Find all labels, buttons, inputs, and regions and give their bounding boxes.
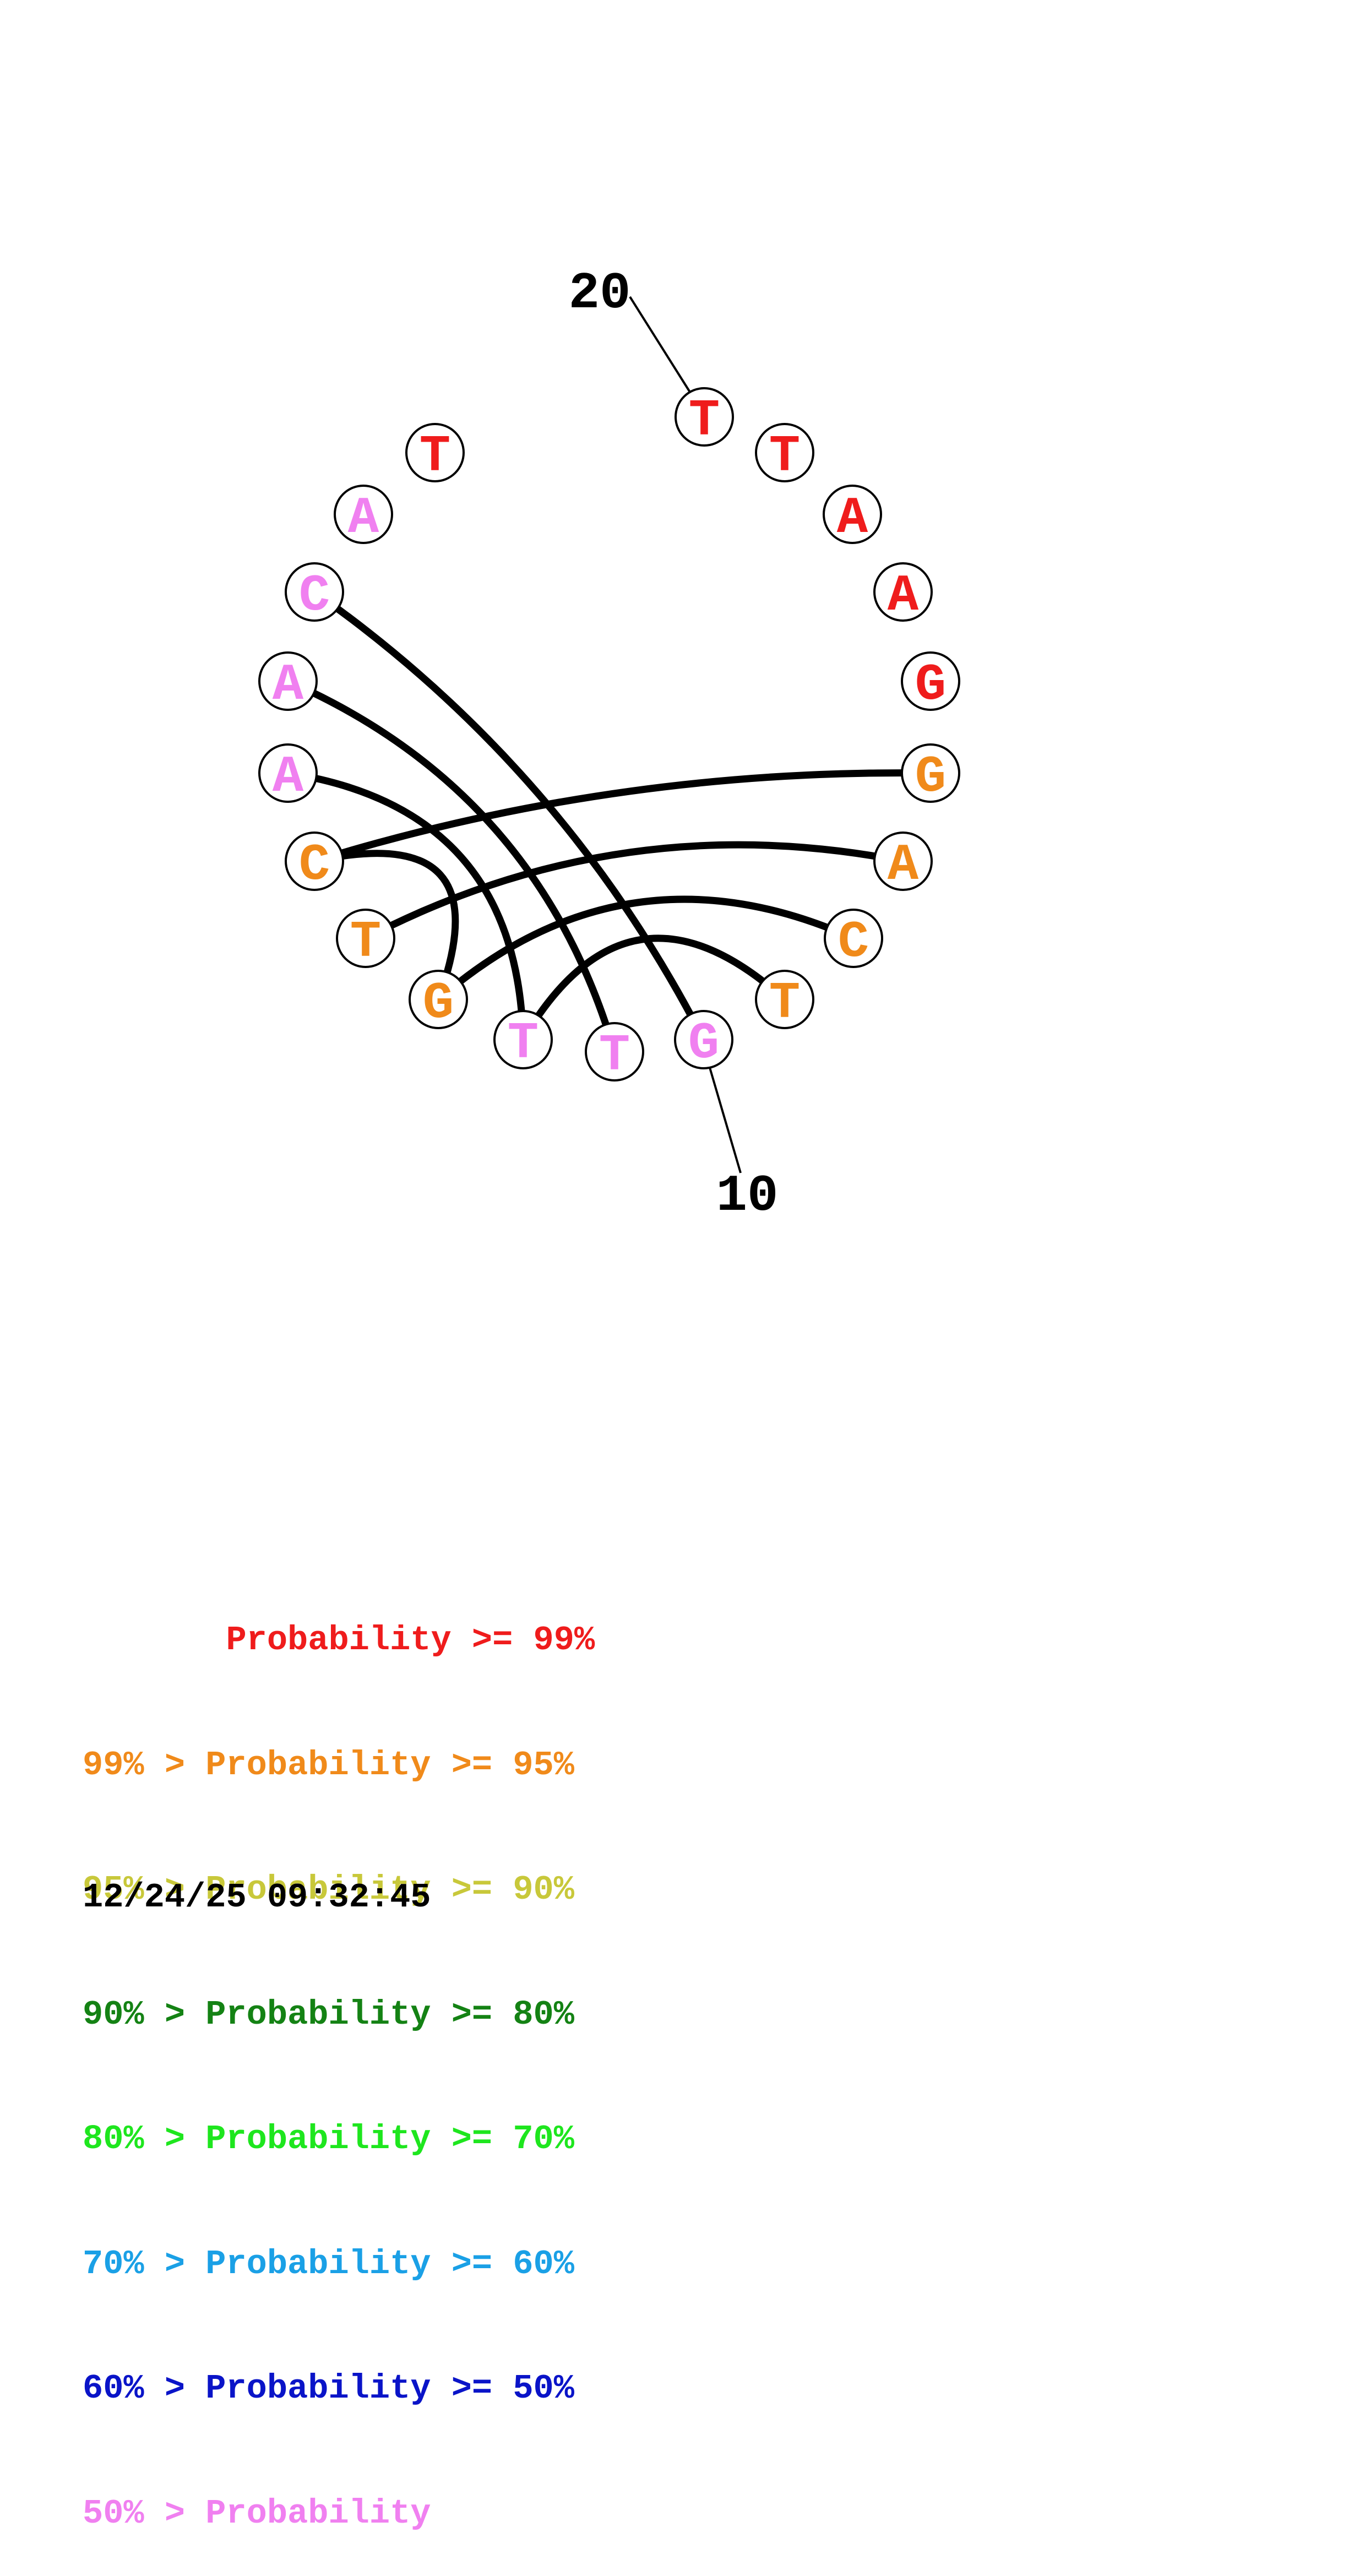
base-pair-arc xyxy=(311,588,708,1044)
legend-row: 70% > Probability >= 60% xyxy=(83,2244,574,2284)
nucleotide-letter: T xyxy=(769,975,800,1033)
legend-row: 60% > Probability >= 50% xyxy=(83,2369,574,2408)
base-pair-arc xyxy=(311,769,934,865)
nucleotide: G xyxy=(901,651,960,715)
nucleotide-letter: T xyxy=(769,428,800,486)
nucleotide: A xyxy=(258,651,318,715)
nucleotide-letter: A xyxy=(348,490,379,548)
base-pair-arc xyxy=(284,769,527,1044)
nucleotide-letter: A xyxy=(888,567,919,626)
nucleotide: T xyxy=(755,423,814,486)
legend-row: Probability >= 99% xyxy=(83,1621,595,1660)
legend-row: 99% > Probability >= 95% xyxy=(83,1745,574,1785)
base-pair-arc xyxy=(519,934,788,1044)
nucleotide-letter: G xyxy=(915,656,946,715)
nucleotide-circle xyxy=(493,1010,553,1069)
position-ticks: 10 20 xyxy=(569,265,779,1226)
nucleotide-circle xyxy=(409,970,468,1029)
legend-row: 50% > Probability xyxy=(83,2493,431,2533)
nucleotide-letter: T xyxy=(508,1015,539,1073)
legend-row: 80% > Probability >= 70% xyxy=(83,2120,574,2159)
base-pair-arc xyxy=(311,850,459,1003)
position-label: 20 xyxy=(569,265,631,323)
nucleotide-letter: A xyxy=(837,490,868,548)
nucleotide-circle xyxy=(824,909,883,968)
position-label: 10 xyxy=(716,1167,779,1226)
nucleotide-circle xyxy=(585,1022,644,1082)
nucleotide: G xyxy=(674,1010,733,1073)
nucleotide-circle xyxy=(675,387,734,447)
nucleotide-circle xyxy=(873,562,933,622)
nucleotide-letter: C xyxy=(838,914,869,972)
nucleotide: T xyxy=(675,387,734,450)
nucleotide-letter: G xyxy=(423,975,454,1033)
nucleotide-letter: T xyxy=(599,1027,630,1085)
nucleotide-letter: T xyxy=(350,914,381,972)
nucleotide: T xyxy=(493,1010,553,1073)
nucleotide-circle xyxy=(674,1010,733,1069)
nucleotide-circle xyxy=(405,423,465,482)
nucleotide-circle xyxy=(285,562,344,622)
nucleotide: C xyxy=(285,562,344,626)
nucleotide: T xyxy=(336,909,395,972)
nucleotide-circle xyxy=(873,832,933,891)
nucleotide: A xyxy=(823,485,882,548)
nucleotide-circle xyxy=(336,909,395,968)
nucleotide-circle xyxy=(755,423,814,482)
base-pair-arcs xyxy=(284,588,934,1056)
nucleotide: T xyxy=(405,423,465,486)
nucleotide-circle xyxy=(755,970,814,1029)
nucleotide-letter: T xyxy=(420,428,450,486)
nucleotide: A xyxy=(334,485,393,548)
position-tick-line xyxy=(629,296,691,393)
nucleotide-letter: G xyxy=(915,748,946,807)
nucleotide-letter: C xyxy=(299,836,330,895)
nucleotide-circle xyxy=(285,832,344,891)
nucleotide-letter: G xyxy=(688,1015,719,1073)
legend-row: 95% > Probability >= 90% xyxy=(83,1870,574,1909)
nucleotide-circle xyxy=(258,743,318,803)
nucleotide-letter: T xyxy=(689,392,720,450)
nucleotide-circle xyxy=(334,485,393,544)
nucleotide-letter: C xyxy=(299,567,330,626)
nucleotide-letter: A xyxy=(273,748,304,807)
nucleotide: A xyxy=(258,743,318,807)
base-pair-arc xyxy=(362,841,907,942)
nucleotide-letter: A xyxy=(888,836,919,895)
nucleotide: G xyxy=(409,970,468,1033)
nucleotide: T xyxy=(755,970,814,1033)
nucleotide: A xyxy=(873,562,933,626)
base-pair-arc xyxy=(434,895,857,1003)
legend-row: 90% > Probability >= 80% xyxy=(83,1995,574,2034)
nucleotide: C xyxy=(285,832,344,895)
nucleotide-circle xyxy=(901,743,960,803)
nucleotide-circle xyxy=(823,485,882,544)
nucleotide: G xyxy=(901,743,960,807)
nucleotide: T xyxy=(585,1022,644,1085)
nucleotide: C xyxy=(824,909,883,972)
probability-legend: Probability >= 99% 99% > Probability >= … xyxy=(83,1536,595,2576)
timestamp: 12/24/25 09:32:45 xyxy=(83,1878,431,1917)
nucleotide: A xyxy=(873,832,933,895)
base-pair-arc xyxy=(284,677,618,1056)
nucleotide-letter: A xyxy=(273,656,304,715)
nucleotide-circle xyxy=(901,651,960,711)
position-tick-line xyxy=(708,1063,742,1173)
nucleotide-circle xyxy=(258,651,318,711)
